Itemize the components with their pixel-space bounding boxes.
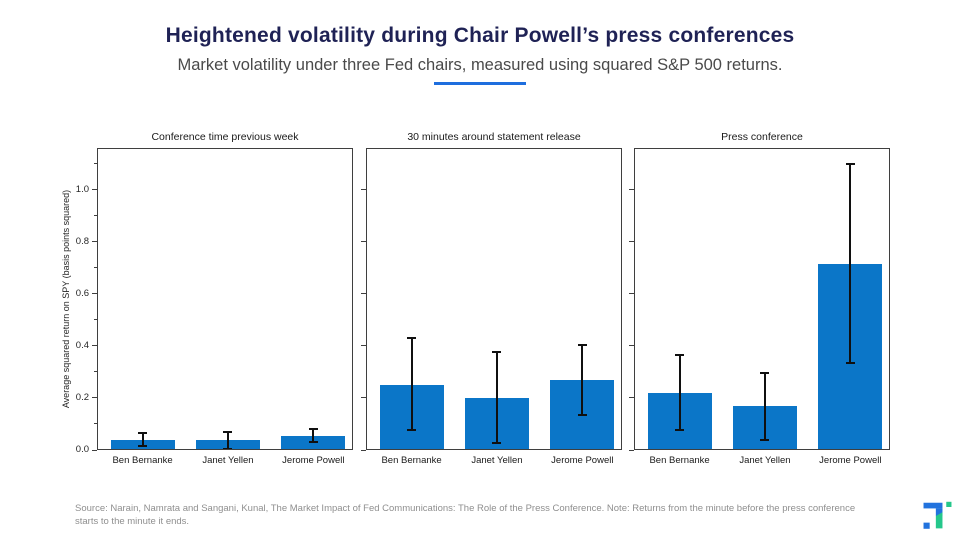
error-bar bbox=[410, 338, 413, 431]
y-tick-label: 1.0 bbox=[75, 183, 89, 195]
y-minor-tick bbox=[94, 371, 97, 373]
panel-frame bbox=[97, 148, 353, 450]
y-tick bbox=[92, 241, 97, 243]
y-minor-tick bbox=[94, 267, 97, 269]
page-title: Heightened volatility during Chair Powel… bbox=[165, 24, 795, 47]
y-tick bbox=[92, 293, 97, 295]
error-bar bbox=[849, 163, 852, 363]
y-tick bbox=[92, 345, 97, 347]
y-tick bbox=[629, 345, 634, 347]
panel-title: 30 minutes around statement release bbox=[407, 131, 581, 143]
y-tick bbox=[361, 189, 366, 191]
error-bar bbox=[495, 352, 498, 444]
y-tick bbox=[92, 397, 97, 399]
x-tick-label: Janet Yellen bbox=[471, 455, 523, 466]
y-tick-label: 0.8 bbox=[75, 235, 89, 247]
y-tick bbox=[629, 397, 634, 399]
x-tick-label: Jerome Powell bbox=[282, 455, 345, 466]
error-bar bbox=[226, 431, 229, 449]
error-bar bbox=[312, 429, 315, 443]
error-bar-cap-top bbox=[845, 162, 855, 165]
y-tick bbox=[361, 345, 366, 347]
error-bar bbox=[141, 433, 144, 447]
error-bar-cap-top bbox=[675, 353, 685, 356]
x-tick-label: Janet Yellen bbox=[202, 455, 254, 466]
y-tick bbox=[361, 449, 366, 451]
x-tick-label: Jerome Powell bbox=[551, 455, 614, 466]
y-tick bbox=[361, 397, 366, 399]
error-bar bbox=[581, 344, 584, 415]
y-tick-label: 0.2 bbox=[75, 391, 89, 403]
logo-accent-square bbox=[946, 501, 952, 507]
logo-dot bbox=[923, 522, 930, 529]
y-tick bbox=[629, 241, 634, 243]
error-bar-cap-bottom bbox=[845, 361, 855, 364]
error-bar-cap-top bbox=[577, 343, 587, 346]
error-bar-cap-bottom bbox=[223, 447, 233, 450]
y-tick bbox=[629, 189, 634, 191]
y-tick-label: 0.6 bbox=[75, 287, 89, 299]
logo-top-bar bbox=[923, 502, 943, 509]
y-tick bbox=[361, 241, 366, 243]
logo-stem-upper bbox=[935, 508, 943, 516]
error-bar-cap-bottom bbox=[138, 445, 148, 448]
header: Heightened volatility during Chair Powel… bbox=[0, 0, 960, 85]
error-bar-cap-bottom bbox=[675, 429, 685, 432]
error-bar bbox=[678, 354, 681, 431]
error-bar-cap-top bbox=[760, 372, 770, 375]
brand-logo bbox=[923, 501, 952, 529]
y-minor-tick bbox=[94, 215, 97, 217]
y-tick-label: 0.4 bbox=[75, 339, 89, 351]
logo-stem-lower bbox=[935, 512, 943, 529]
error-bar-cap-top bbox=[138, 432, 148, 435]
y-minor-tick bbox=[94, 319, 97, 321]
y-tick bbox=[361, 293, 366, 295]
source-note: Source: Narain, Namrata and Sangani, Kun… bbox=[75, 503, 856, 528]
x-tick-label: Ben Bernanke bbox=[381, 455, 442, 466]
error-bar-cap-bottom bbox=[760, 438, 770, 441]
panel-title: Conference time previous week bbox=[151, 131, 299, 143]
error-bar-cap-bottom bbox=[492, 442, 502, 445]
page-subtitle: Market volatility under three Fed chairs… bbox=[177, 56, 783, 74]
y-tick bbox=[629, 293, 634, 295]
y-minor-tick bbox=[94, 163, 97, 165]
x-tick-label: Janet Yellen bbox=[739, 455, 791, 466]
x-tick-label: Ben Bernanke bbox=[649, 455, 710, 466]
x-tick-label: Jerome Powell bbox=[819, 455, 882, 466]
y-tick bbox=[92, 189, 97, 191]
y-tick bbox=[629, 449, 634, 451]
error-bar-cap-top bbox=[407, 337, 417, 340]
y-minor-tick bbox=[94, 423, 97, 425]
error-bar-cap-bottom bbox=[407, 429, 417, 432]
panel-title: Press conference bbox=[721, 131, 803, 143]
error-bar-cap-bottom bbox=[308, 441, 318, 444]
x-tick-label: Ben Bernanke bbox=[112, 455, 173, 466]
error-bar-cap-top bbox=[308, 428, 318, 431]
error-bar-cap-bottom bbox=[577, 413, 587, 416]
subtitle-underline-decoration bbox=[434, 82, 526, 85]
error-bar-cap-top bbox=[223, 430, 233, 433]
y-tick bbox=[92, 449, 97, 451]
y-tick-label: 0.0 bbox=[75, 444, 89, 455]
error-bar bbox=[763, 373, 766, 440]
error-bar-cap-top bbox=[492, 351, 502, 354]
